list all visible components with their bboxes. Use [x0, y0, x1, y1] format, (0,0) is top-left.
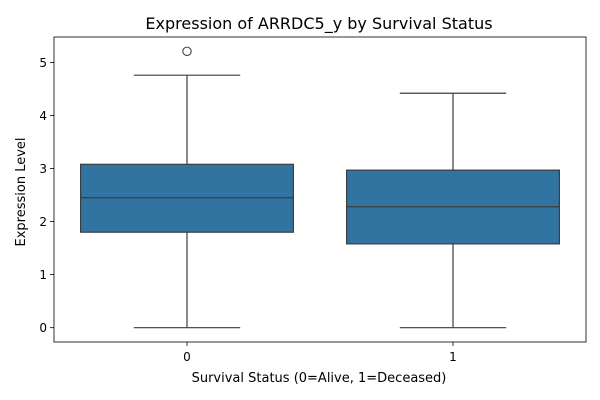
plot-area: 0 1 2 3 4 5 0 1 — [39, 36, 587, 364]
y-tick-label: 5 — [39, 56, 47, 70]
y-tick-label: 3 — [39, 162, 47, 176]
x-tick-label: 0 — [183, 350, 191, 364]
y-axis-label: Expression Level — [14, 137, 29, 246]
y-tick-label: 2 — [39, 215, 47, 229]
x-tick-label: 1 — [449, 350, 457, 364]
plot-frame — [53, 36, 587, 343]
chart-title: Expression of ARRDC5_y by Survival Statu… — [145, 14, 492, 34]
y-tick-label: 1 — [39, 268, 47, 282]
y-tick-label: 4 — [39, 109, 47, 123]
y-tick-label: 0 — [39, 321, 47, 335]
outlier-point — [182, 46, 192, 57]
x-axis-label: Survival Status (0=Alive, 1=Deceased) — [192, 371, 447, 386]
